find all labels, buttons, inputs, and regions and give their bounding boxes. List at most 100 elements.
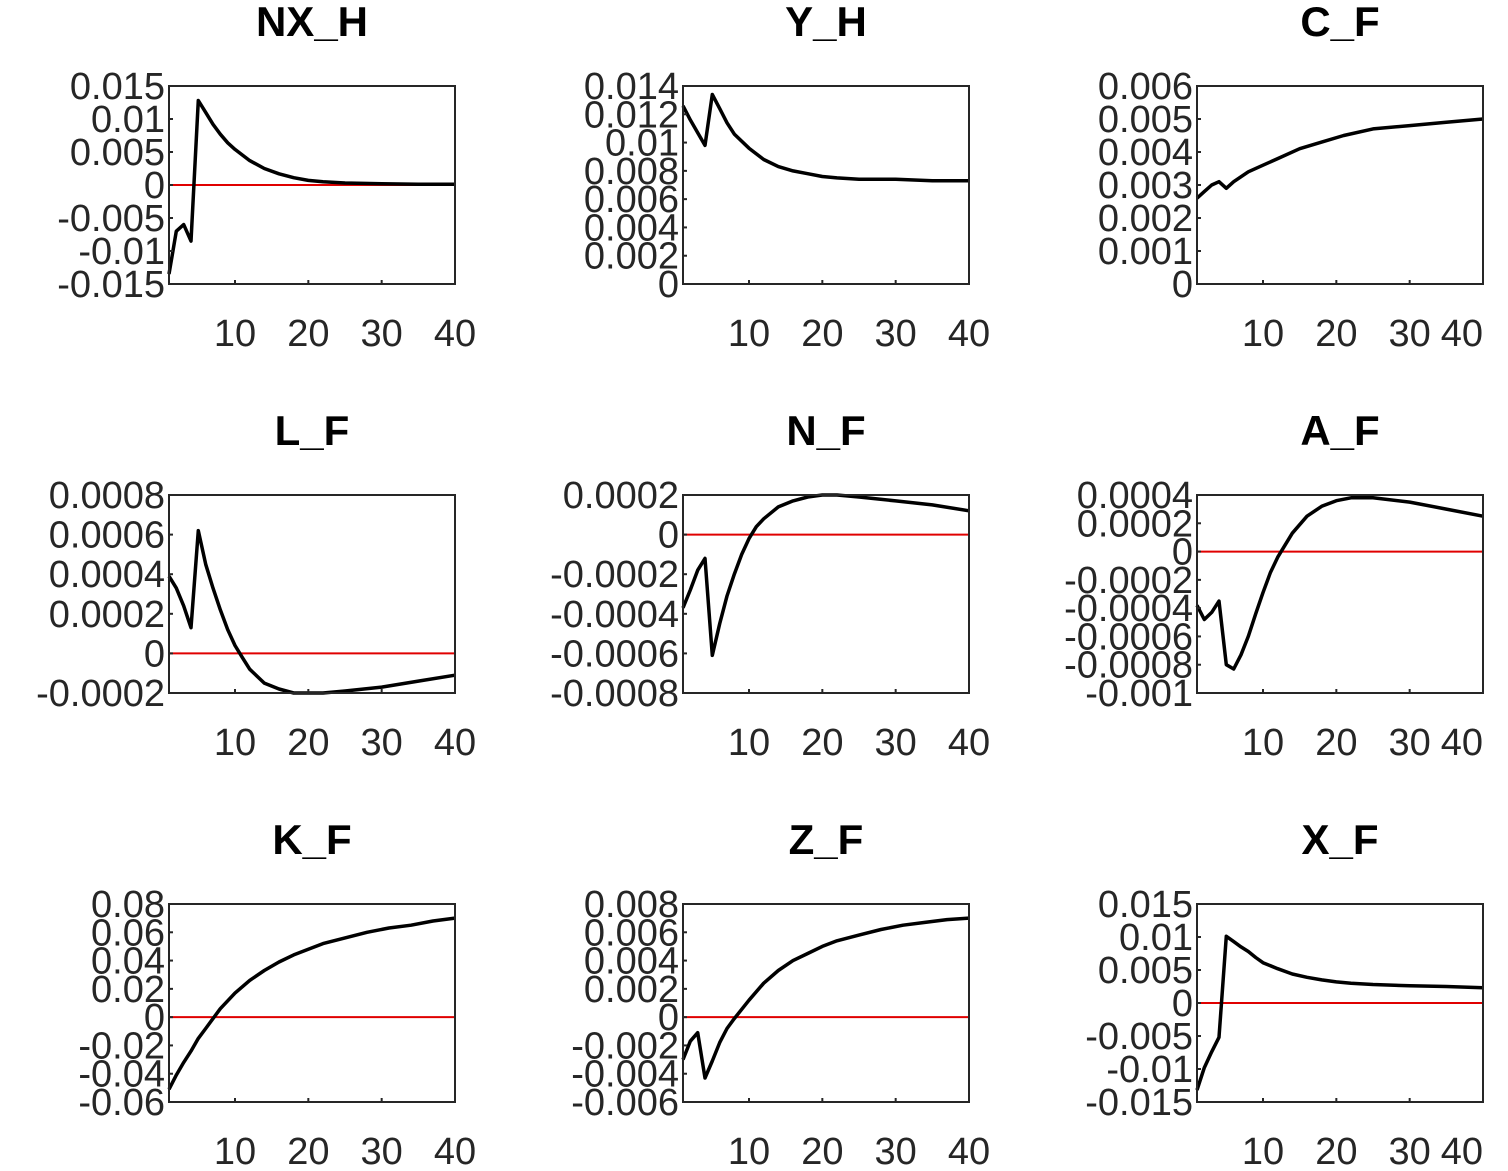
subplot-9-ytick-label: -0.01: [1106, 1049, 1193, 1091]
subplot-6-title: A_F: [1300, 407, 1379, 454]
subplot-1-ytick-label: 0.005: [70, 132, 165, 174]
subplot-5-series-line: [681, 493, 970, 658]
subplot-9-ytick-label: 0.01: [1119, 917, 1193, 959]
subplot-5-xtick-label: 10: [728, 722, 770, 764]
subplot-3-xtick-label: 20: [1315, 313, 1357, 355]
subplot-1-ytick-label: -0.005: [57, 198, 165, 240]
subplot-6-ytick-label: -0.0006: [1064, 616, 1193, 658]
subplot-2-xtick-label: 40: [948, 313, 990, 355]
subplot-3-ytick-label: 0.002: [1098, 198, 1193, 240]
subplot-9-ytick-label: -0.005: [1085, 1016, 1193, 1058]
subplot-5-axes-frame: [682, 494, 970, 694]
subplot-3-ytick-label: 0.005: [1098, 99, 1193, 141]
subplot-2-ytick-label: 0.01: [605, 123, 679, 165]
subplot-2-axes-frame: [682, 85, 970, 285]
subplot-8-xtick-label: 20: [801, 1131, 843, 1171]
subplot-2-ytick-label: 0: [658, 264, 679, 306]
subplot-4-ytick-label: 0.0006: [49, 515, 165, 557]
subplot-9-ytick-label: -0.015: [1085, 1082, 1193, 1124]
subplot-7-ytick-label: 0: [144, 997, 165, 1039]
subplot-8-xtick-label: 30: [875, 1131, 917, 1171]
subplot-4-ytick-label: 0.0008: [49, 475, 165, 517]
subplot-8-xtick-label: 10: [728, 1131, 770, 1171]
subplot-7-ytick-label: 0.06: [91, 912, 165, 954]
subplot-7-xtick-label: 10: [214, 1131, 256, 1171]
subplot-3-series-line: [1195, 117, 1484, 200]
subplot-3-xtick-label: 40: [1441, 313, 1483, 355]
subplot-8-ytick-label: -0.004: [571, 1054, 679, 1096]
subplot-5-ytick-label: -0.0002: [550, 554, 679, 596]
subplot-7-xtick-label: 20: [287, 1131, 329, 1171]
subplot-6-ytick-label: -0.0002: [1064, 560, 1193, 602]
subplot-5-ytick-label: 0: [658, 515, 679, 557]
subplot-7-ytick-label: 0.02: [91, 969, 165, 1011]
subplot-7-ytick-label: -0.02: [78, 1025, 165, 1067]
subplot-6-ytick-label: 0: [1172, 532, 1193, 574]
subplot-6-ytick-label: -0.0008: [1064, 645, 1193, 687]
subplot-2-series-line: [681, 92, 969, 183]
subplot-4-xtick-label: 20: [287, 722, 329, 764]
subplot-4-series-line: [167, 528, 456, 695]
subplot-9-xtick-label: 40: [1441, 1131, 1483, 1171]
subplot-2-ytick-label: 0.006: [584, 179, 679, 221]
subplot-3-ytick-label: 0.006: [1098, 66, 1193, 108]
subplot-1-ytick-label: 0.01: [91, 99, 165, 141]
subplot-8-ytick-label: 0: [658, 997, 679, 1039]
subplot-1-xtick-label: 10: [214, 313, 256, 355]
subplot-5-ytick-label: -0.0004: [550, 594, 679, 636]
subplot-4-title: L_F: [275, 407, 350, 454]
subplot-1-series-line: [167, 98, 455, 275]
subplot-2-ytick-label: 0.012: [584, 94, 679, 136]
subplot-7-xtick-label: 40: [434, 1131, 476, 1171]
subplot-2-ytick-label: 0.002: [584, 236, 679, 278]
subplot-6-xtick-label: 30: [1389, 722, 1431, 764]
subplot-4-xtick-label: 40: [434, 722, 476, 764]
subplot-2-ytick-label: 0.004: [584, 207, 679, 249]
subplot-1-ytick-label: -0.015: [57, 264, 165, 306]
subplot-8-ytick-label: 0.006: [584, 912, 679, 954]
subplot-3-ytick-label: 0: [1172, 264, 1193, 306]
subplot-9-xtick-label: 30: [1389, 1131, 1431, 1171]
subplot-6-ytick-label: -0.0004: [1064, 588, 1193, 630]
subplot-4-axes-frame: [168, 494, 456, 694]
subplot-5-ytick-label: 0.0002: [563, 475, 679, 517]
subplot-9-ytick-label: 0.005: [1098, 950, 1193, 992]
subplot-1-xtick-label: 30: [361, 313, 403, 355]
subplot-5-title: N_F: [786, 407, 865, 454]
subplot-6-xtick-label: 10: [1242, 722, 1284, 764]
subplot-4-ytick-label: 0.0002: [49, 594, 165, 636]
subplot-4-xtick-label: 10: [214, 722, 256, 764]
subplot-3-ytick-label: 0.004: [1098, 132, 1193, 174]
subplot-5-xtick-label: 20: [801, 722, 843, 764]
subplot-5-xtick-label: 40: [948, 722, 990, 764]
subplot-2-ytick-label: 0.008: [584, 151, 679, 193]
subplot-1-ytick-label: 0: [144, 165, 165, 207]
subplot-5-ytick-label: -0.0006: [550, 633, 679, 675]
subplot-8-ytick-label: -0.006: [571, 1082, 679, 1124]
subplot-1-ytick-label: 0.015: [70, 66, 165, 108]
subplot-4-ytick-label: -0.0002: [36, 673, 165, 715]
subplot-3-xtick-label: 10: [1242, 313, 1284, 355]
subplot-8-ytick-label: 0.008: [584, 884, 679, 926]
subplot-6: A_F0.00040.00020-0.0002-0.0004-0.0006-0.…: [1064, 407, 1484, 764]
subplot-9-series-line: [1195, 934, 1484, 1091]
subplot-6-ytick-label: -0.001: [1085, 673, 1193, 715]
subplot-1-xtick-label: 40: [434, 313, 476, 355]
subplot-4-ytick-label: 0: [144, 633, 165, 675]
subplot-6-xtick-label: 40: [1441, 722, 1483, 764]
subplot-9-ytick-label: 0.015: [1098, 884, 1193, 926]
subplot-7-ytick-label: 0.04: [91, 941, 165, 983]
subplot-8-xtick-label: 40: [948, 1131, 990, 1171]
subplot-7-ytick-label: -0.06: [78, 1082, 165, 1124]
subplot-8-axes-frame: [682, 903, 970, 1103]
subplot-9-ytick-label: 0: [1172, 983, 1193, 1025]
subplot-2-title: Y_H: [785, 0, 867, 45]
subplot-9-title: X_F: [1301, 816, 1378, 863]
